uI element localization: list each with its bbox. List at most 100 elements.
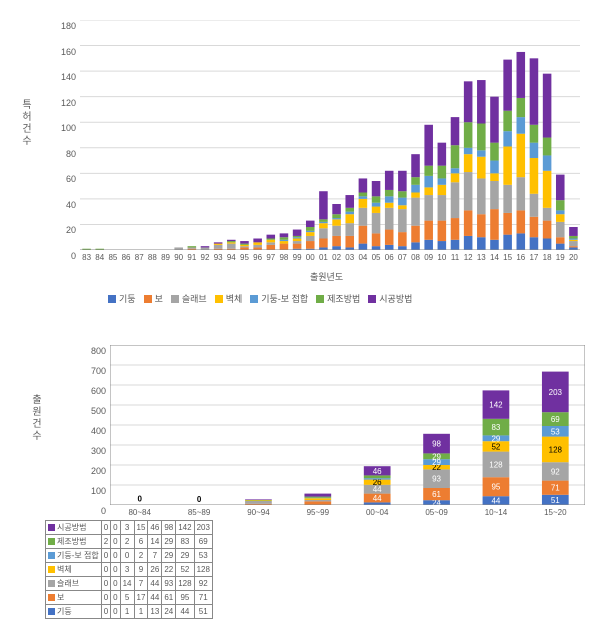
chart2-value-label: 52	[491, 442, 500, 451]
chart1-xtick: 96	[253, 253, 262, 262]
table-cell: 71	[194, 591, 212, 605]
chart2-ytick: 400	[78, 426, 106, 436]
chart1-bar-seg	[240, 244, 249, 245]
chart1-bar-seg	[517, 210, 526, 233]
chart1-bar-seg	[267, 240, 276, 243]
chart1-bar-seg	[372, 213, 381, 233]
chart1-bar-seg	[398, 232, 407, 246]
chart1-xtick: 90	[174, 253, 183, 262]
table-series-name: 기둥	[57, 607, 72, 616]
chart1-bar-seg	[543, 208, 552, 221]
table-row-header: 벽체	[46, 563, 102, 577]
chart2-value-label: 142	[489, 401, 503, 410]
chart1-bar-seg	[477, 80, 486, 123]
chart1-xtick: 87	[135, 253, 144, 262]
table-row-header: 보	[46, 591, 102, 605]
chart1-bar-seg	[398, 205, 407, 209]
legend-label: 슬래브	[182, 294, 207, 304]
chart1-bar-seg	[517, 98, 526, 117]
chart1-bar-seg	[332, 218, 341, 219]
table-cell: 0	[101, 605, 110, 619]
chart1-bar-seg	[293, 239, 302, 242]
chart1-xtick: 17	[529, 253, 538, 262]
chart1-bar-seg	[464, 154, 473, 172]
chart2-xtick: 15~20	[544, 508, 566, 517]
chart1-bar-seg	[319, 222, 328, 223]
chart1-bar-seg	[306, 241, 315, 249]
chart1-bar-seg	[543, 239, 552, 251]
table-swatch	[48, 594, 55, 601]
chart1-bar-seg	[490, 161, 499, 174]
chart1-bar-seg	[556, 244, 565, 250]
table-row: 슬래브00147449312892	[46, 577, 213, 591]
chart1-bar-seg	[569, 240, 578, 241]
chart2-bar-seg	[304, 500, 331, 501]
chart1-bar-seg	[398, 246, 407, 250]
chart1-bar-seg	[306, 221, 315, 227]
chart1-bar-seg	[267, 235, 276, 239]
chart1-bar-seg	[372, 207, 381, 213]
table-cell: 15	[134, 521, 148, 535]
chart1-plot: 0204060801001201401601808384858687888990…	[80, 20, 580, 250]
table-row: 보0051744619571	[46, 591, 213, 605]
chart1-bar-seg	[306, 232, 315, 236]
chart1-bar-seg	[372, 181, 381, 196]
chart1-bar-seg	[411, 226, 420, 243]
chart1-bar-seg	[438, 221, 447, 241]
table-row: 제조방법202614298369	[46, 535, 213, 549]
chart1-bar-seg	[451, 168, 460, 173]
table-cell: 1	[120, 605, 134, 619]
chart1-xtick: 00	[306, 253, 315, 262]
chart1-bar-seg	[345, 208, 354, 212]
chart1-bar-seg	[530, 237, 539, 250]
chart2-value-label: 61	[432, 490, 441, 499]
chart1-bar-seg	[372, 203, 381, 207]
chart1-bar-seg	[253, 239, 262, 243]
chart1-xtick: 06	[385, 253, 394, 262]
legend-swatch	[108, 295, 116, 303]
chart1-bar-seg	[319, 223, 328, 228]
chart1-bar-seg	[359, 196, 368, 199]
table-cell: 24	[162, 605, 176, 619]
chart1-bar-seg	[464, 81, 473, 122]
chart2-value-label: 203	[549, 388, 563, 397]
table-cell: 26	[148, 563, 162, 577]
table-cell: 0	[111, 577, 120, 591]
chart1-bar-seg	[306, 236, 315, 241]
chart1-bar-seg	[319, 228, 328, 238]
legend-swatch	[171, 295, 179, 303]
chart1-bar-seg	[517, 177, 526, 210]
table-cell: 9	[134, 563, 148, 577]
chart1-xtick: 91	[187, 253, 196, 262]
chart1-bar-seg	[477, 124, 486, 151]
legend-swatch	[144, 295, 152, 303]
chart1-bar-seg	[332, 226, 341, 236]
chart1-bar-seg	[345, 223, 354, 236]
chart1-bar-seg	[490, 181, 499, 209]
chart1-bar-seg	[201, 246, 210, 247]
chart2-ytick: 300	[78, 446, 106, 456]
chart1-bar-seg	[464, 122, 473, 148]
chart1-bar-seg	[490, 173, 499, 181]
chart1-bar-seg	[332, 204, 341, 214]
chart1-bar-seg	[424, 240, 433, 250]
table-row: 시공방법003154698142203	[46, 521, 213, 535]
chart1-xtick: 88	[148, 253, 157, 262]
table-swatch	[48, 566, 55, 573]
chart1-bar-seg	[359, 193, 368, 197]
chart1-bar-seg	[477, 157, 486, 179]
chart1-bar-seg	[569, 239, 578, 240]
chart1-bar-seg	[438, 185, 447, 195]
legend-swatch	[250, 295, 258, 303]
chart1-bar-seg	[345, 214, 354, 223]
chart1-bar-seg	[424, 166, 433, 176]
table-cell: 3	[120, 521, 134, 535]
chart2-xtick: 90~94	[247, 508, 269, 517]
table-row: 기둥001113244451	[46, 605, 213, 619]
chart2-xtick: 95~99	[307, 508, 329, 517]
chart1-bar-seg	[424, 195, 433, 221]
chart2-ytick: 600	[78, 386, 106, 396]
table-cell: 5	[120, 591, 134, 605]
chart1-bar-seg	[411, 185, 420, 193]
chart1-bar-seg	[398, 209, 407, 232]
